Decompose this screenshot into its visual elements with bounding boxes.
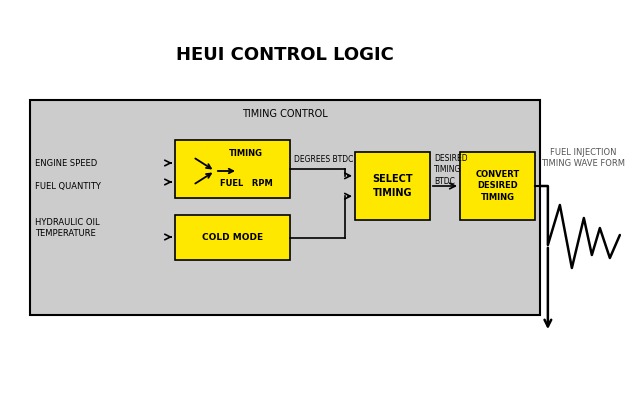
Text: FUEL QUANTITY: FUEL QUANTITY xyxy=(35,181,101,191)
Text: HEUI CONTROL LOGIC: HEUI CONTROL LOGIC xyxy=(176,46,394,64)
Text: COLD MODE: COLD MODE xyxy=(202,233,263,242)
FancyBboxPatch shape xyxy=(175,140,290,198)
Text: ENGINE SPEED: ENGINE SPEED xyxy=(35,158,97,168)
Text: FUEL INJECTION
TIMING WAVE FORM: FUEL INJECTION TIMING WAVE FORM xyxy=(541,148,625,168)
Text: FUEL   RPM: FUEL RPM xyxy=(220,179,273,189)
Text: DEGREES BTDC: DEGREES BTDC xyxy=(294,154,354,164)
FancyBboxPatch shape xyxy=(355,152,430,220)
FancyBboxPatch shape xyxy=(460,152,535,220)
Text: HYDRAULIC OIL
TEMPERATURE: HYDRAULIC OIL TEMPERATURE xyxy=(35,218,99,238)
FancyBboxPatch shape xyxy=(175,215,290,260)
FancyBboxPatch shape xyxy=(30,100,540,315)
Text: DESIRED
TIMING
BTDC: DESIRED TIMING BTDC xyxy=(434,154,468,185)
Text: TIMING CONTROL: TIMING CONTROL xyxy=(242,109,328,119)
Text: CONVERT
DESIRED
TIMING: CONVERT DESIRED TIMING xyxy=(475,170,520,202)
Text: TIMING: TIMING xyxy=(229,150,263,158)
Text: SELECT
TIMING: SELECT TIMING xyxy=(372,174,413,197)
